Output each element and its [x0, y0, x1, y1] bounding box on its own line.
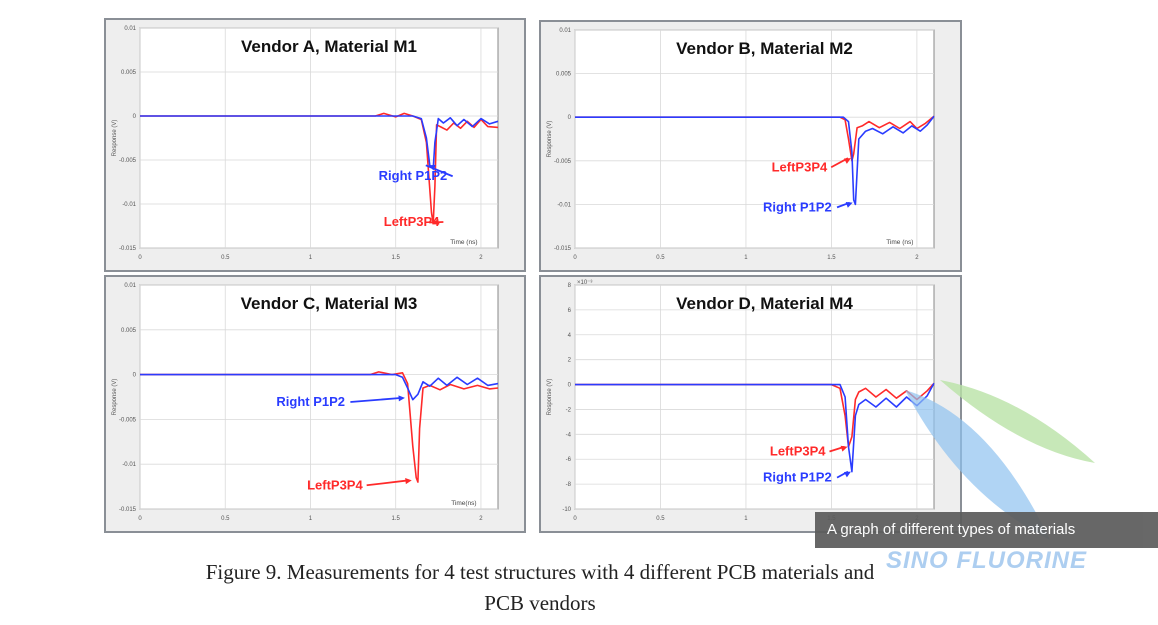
chart-vendor-a: 0 0.5 1 1.5 2 0.01 0.005 0 -0.005 -0.01 -0.015 Time… — [112, 26, 499, 261]
chart-panel-vendor-a: 0 0.5 1 1.5 2 0.01 0.005 0 -0.005 -0.01 -0.015 Time… — [104, 18, 526, 272]
watermark-text: SINO FLUORINE — [886, 547, 1088, 574]
y-tick-label: -4 — [566, 432, 572, 438]
x-tick-label: 0 — [138, 255, 142, 261]
y-tick-label: 4 — [568, 333, 572, 339]
annotation-arrow — [366, 479, 409, 487]
series-line-right-p1p2 — [140, 115, 499, 170]
y-tick-label: 0.005 — [121, 328, 137, 334]
y-tick-label: -0.015 — [554, 246, 572, 252]
y-tick-label: -0.01 — [557, 202, 571, 208]
series-line-leftp3p4 — [575, 115, 935, 162]
y-axis-label: Response (V) — [547, 121, 553, 158]
chart-title: Vendor D, Material M4 — [676, 294, 853, 313]
annotation-label: Right P1P2 — [763, 470, 832, 485]
annotation-arrowhead — [845, 202, 853, 208]
annotation-arrowhead — [428, 164, 436, 171]
annotation-arrowhead — [843, 471, 851, 478]
y-tick-label: 0 — [568, 115, 572, 121]
y-multiplier-label: ×10⁻³ — [577, 280, 592, 286]
chart-title: Vendor B, Material M2 — [676, 39, 853, 58]
x-tick-label: 0 — [138, 516, 142, 522]
x-tick-label: 1.5 — [827, 255, 836, 261]
x-axis-label: Time(ns) — [451, 500, 476, 507]
x-tick-label: 1 — [744, 255, 748, 261]
y-tick-label: -0.005 — [119, 158, 137, 164]
x-tick-label: 1.5 — [392, 255, 401, 261]
annotation-label: Right P1P2 — [276, 394, 345, 409]
annotation-arrowhead — [843, 158, 851, 164]
chart-vendor-b: 0 0.5 1 1.5 2 0.01 0.005 0 -0.005 -0.01 -0.015 Time… — [547, 28, 935, 261]
x-tick-label: 0.5 — [221, 255, 230, 261]
annotation-arrowhead — [398, 395, 405, 402]
y-axis-label: Response (V) — [112, 120, 118, 157]
y-tick-label: 6 — [568, 308, 572, 314]
x-tick-label: 1 — [744, 516, 748, 522]
annotation-arrowhead — [405, 478, 412, 485]
y-tick-label: 0.01 — [559, 28, 571, 34]
image-tooltip: A graph of different types of materials — [815, 512, 1158, 548]
figure-caption-line2: PCB vendors — [484, 591, 596, 615]
watermark-logo-icon — [905, 380, 1095, 540]
y-tick-label: -10 — [562, 507, 571, 513]
y-tick-label: -2 — [566, 407, 572, 413]
y-tick-label: -0.005 — [554, 159, 572, 165]
annotation-label: LeftP3P4 — [772, 159, 828, 174]
y-tick-label: 0.005 — [121, 70, 137, 76]
x-tick-label: 2 — [479, 516, 483, 522]
x-tick-label: 0 — [573, 255, 577, 261]
x-tick-label: 2 — [915, 255, 919, 261]
y-axis-label: Response (V) — [112, 379, 118, 416]
y-tick-label: -0.015 — [119, 507, 137, 513]
x-tick-label: 0 — [573, 516, 577, 522]
y-tick-label: 0 — [133, 373, 137, 379]
series-line-right-p1p2 — [575, 115, 935, 206]
chart-title: Vendor A, Material M1 — [241, 37, 417, 56]
chart-title: Vendor C, Material M3 — [241, 294, 418, 313]
y-tick-label: 0.01 — [124, 283, 136, 289]
y-tick-label: -0.01 — [122, 462, 136, 468]
plot-area — [139, 284, 499, 510]
y-tick-label: 0 — [133, 114, 137, 120]
y-tick-label: -0.01 — [122, 202, 136, 208]
y-tick-label: -0.005 — [119, 417, 137, 423]
chart-panel-vendor-b: 0 0.5 1 1.5 2 0.01 0.005 0 -0.005 -0.01 -0.015 Time… — [539, 20, 962, 272]
annotation-label: Right P1P2 — [763, 199, 832, 214]
x-axis-label: Time (ns) — [886, 239, 913, 246]
y-tick-label: -8 — [566, 482, 572, 488]
annotation-arrow — [425, 164, 454, 178]
y-tick-label: 0 — [568, 383, 572, 389]
x-tick-label: 1.5 — [392, 516, 401, 522]
plot-area — [139, 27, 499, 249]
y-tick-label: -0.015 — [119, 246, 137, 252]
x-tick-label: 1 — [309, 516, 313, 522]
y-tick-label: 0.005 — [556, 72, 572, 78]
x-axis-label: Time (ns) — [450, 239, 477, 246]
annotation-label: LeftP3P4 — [770, 443, 826, 458]
annotation-label: LeftP3P4 — [384, 214, 440, 229]
y-tick-label: -6 — [566, 457, 572, 463]
x-tick-label: 1 — [309, 255, 313, 261]
chart-vendor-c: 0 0.5 1 1.5 2 0.01 0.005 0 -0.005 -0.01 -0.015 Time… — [112, 283, 499, 522]
plot-area — [574, 284, 935, 510]
x-tick-label: 0.5 — [656, 516, 665, 522]
annotation-label: Right P1P2 — [379, 168, 448, 183]
y-axis-label: Response (V) — [547, 379, 553, 416]
y-tick-label: 2 — [568, 358, 572, 364]
y-tick-label: 8 — [568, 283, 572, 289]
x-tick-label: 2 — [479, 255, 483, 261]
x-tick-label: 0.5 — [656, 255, 665, 261]
y-tick-label: 0.01 — [124, 26, 136, 32]
annotation-arrowhead — [432, 219, 439, 226]
figure-caption-line1: Figure 9. Measurements for 4 test struct… — [205, 560, 875, 584]
plot-area — [574, 29, 935, 249]
chart-panel-vendor-c: 0 0.5 1 1.5 2 0.01 0.005 0 -0.005 -0.01 -0.015 Time… — [104, 275, 526, 533]
annotation-arrowhead — [840, 445, 848, 452]
annotation-arrow — [350, 396, 403, 403]
series-line-right-p1p2 — [140, 373, 499, 401]
x-tick-label: 0.5 — [221, 516, 230, 522]
annotation-label: LeftP3P4 — [307, 477, 363, 492]
